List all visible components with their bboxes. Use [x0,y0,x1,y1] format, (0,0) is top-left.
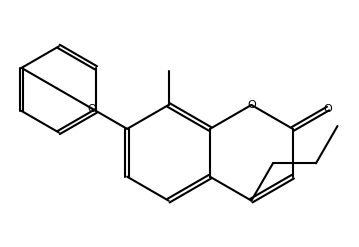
Text: O: O [247,100,256,110]
Text: O: O [323,103,332,114]
Text: O: O [88,103,96,114]
